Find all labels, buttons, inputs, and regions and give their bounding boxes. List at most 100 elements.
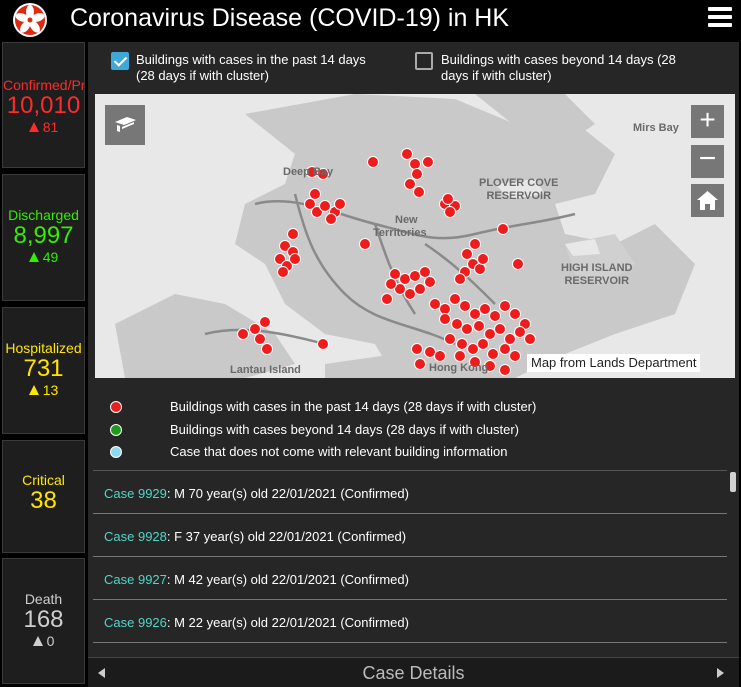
case-marker[interactable]: [304, 198, 316, 210]
case-marker[interactable]: [254, 333, 266, 345]
case-marker[interactable]: [274, 253, 286, 265]
home-button[interactable]: [691, 184, 724, 217]
case-marker[interactable]: [411, 343, 423, 355]
case-marker[interactable]: [404, 178, 416, 190]
case-marker[interactable]: [399, 273, 411, 285]
case-link[interactable]: Case 9926: [104, 615, 167, 630]
case-marker[interactable]: [499, 300, 511, 312]
case-marker[interactable]: [484, 328, 496, 340]
case-marker[interactable]: [419, 266, 431, 278]
case-marker[interactable]: [334, 198, 346, 210]
case-marker[interactable]: [289, 253, 301, 265]
case-marker[interactable]: [259, 316, 271, 328]
older-buildings-checkbox[interactable]: [415, 52, 433, 70]
discharged-tile[interactable]: Discharged 8,997 49: [2, 174, 85, 301]
case-marker[interactable]: [459, 300, 471, 312]
case-marker[interactable]: [424, 276, 436, 288]
case-marker[interactable]: [474, 263, 486, 275]
case-link[interactable]: Case 9927: [104, 572, 167, 587]
case-marker[interactable]: [394, 283, 406, 295]
case-marker[interactable]: [469, 308, 481, 320]
case-marker[interactable]: [487, 348, 499, 360]
case-map[interactable]: Deep Bay New Territories Mirs Bay PLOVER…: [95, 94, 735, 378]
case-marker[interactable]: [277, 266, 289, 278]
case-marker[interactable]: [409, 158, 421, 170]
case-marker[interactable]: [499, 364, 511, 376]
case-row[interactable]: Case 9928: F 37 year(s) old 22/01/2021 (…: [93, 514, 727, 557]
case-marker[interactable]: [473, 320, 485, 332]
case-marker[interactable]: [325, 213, 337, 225]
case-details-bar[interactable]: Case Details: [88, 657, 739, 687]
case-markers[interactable]: [237, 148, 536, 376]
zoom-out-button[interactable]: −: [691, 144, 724, 178]
case-marker[interactable]: [497, 223, 509, 235]
hamburger-menu-icon[interactable]: [708, 7, 732, 27]
case-marker[interactable]: [461, 248, 473, 260]
case-marker[interactable]: [434, 350, 446, 362]
case-marker[interactable]: [449, 293, 461, 305]
case-marker[interactable]: [439, 313, 451, 325]
case-marker[interactable]: [461, 323, 473, 335]
case-marker[interactable]: [489, 310, 501, 322]
case-marker[interactable]: [509, 350, 521, 362]
case-marker[interactable]: [385, 278, 397, 290]
scroll-thumb[interactable]: [730, 472, 736, 492]
critical-tile[interactable]: Critical 38: [2, 440, 85, 553]
case-list-scrollbar[interactable]: [730, 472, 736, 658]
case-row[interactable]: Case 9926: M 22 year(s) old 22/01/2021 (…: [93, 600, 727, 643]
case-marker[interactable]: [429, 298, 441, 310]
case-row[interactable]: Case 9927: M 42 year(s) old 22/01/2021 (…: [93, 557, 727, 600]
case-marker[interactable]: [389, 268, 401, 280]
case-marker[interactable]: [309, 188, 321, 200]
case-marker[interactable]: [454, 350, 466, 362]
case-marker[interactable]: [237, 328, 249, 340]
case-marker[interactable]: [514, 326, 526, 338]
case-marker[interactable]: [477, 253, 489, 265]
case-marker[interactable]: [479, 303, 491, 315]
case-marker[interactable]: [469, 238, 481, 250]
case-marker[interactable]: [477, 338, 489, 350]
case-marker[interactable]: [512, 258, 524, 270]
case-row[interactable]: Case 9929: M 70 year(s) old 22/01/2021 (…: [93, 471, 727, 514]
case-marker[interactable]: [442, 193, 454, 205]
case-marker[interactable]: [411, 168, 423, 180]
case-link[interactable]: Case 9929: [104, 486, 167, 501]
case-marker[interactable]: [467, 343, 479, 355]
case-marker[interactable]: [249, 323, 261, 335]
confirmed-tile[interactable]: Confirmed/Prob 10,010 81: [2, 42, 85, 168]
case-marker[interactable]: [287, 228, 299, 240]
case-marker[interactable]: [404, 288, 416, 300]
case-marker[interactable]: [317, 168, 329, 180]
case-marker[interactable]: [381, 293, 393, 305]
hospitalized-tile[interactable]: Hospitalized 731 13: [2, 307, 85, 434]
case-marker[interactable]: [484, 360, 496, 372]
case-marker[interactable]: [422, 156, 434, 168]
case-marker[interactable]: [456, 338, 468, 350]
recent-buildings-checkbox[interactable]: [111, 52, 129, 70]
case-marker[interactable]: [413, 186, 425, 198]
case-marker[interactable]: [261, 343, 273, 355]
case-marker[interactable]: [499, 343, 511, 355]
previous-arrow-icon[interactable]: [98, 668, 105, 678]
case-marker[interactable]: [469, 356, 481, 368]
recent-buildings-label[interactable]: Buildings with cases in the past 14 days…: [136, 52, 366, 83]
case-marker[interactable]: [409, 270, 421, 282]
case-marker[interactable]: [279, 240, 291, 252]
case-marker[interactable]: [444, 333, 456, 345]
basemap-toggle-button[interactable]: [105, 105, 145, 145]
case-marker[interactable]: [414, 283, 426, 295]
case-marker[interactable]: [439, 303, 451, 315]
case-marker[interactable]: [319, 200, 331, 212]
case-marker[interactable]: [454, 273, 466, 285]
case-marker[interactable]: [509, 308, 521, 320]
case-marker[interactable]: [317, 338, 329, 350]
case-marker[interactable]: [524, 333, 536, 345]
case-marker[interactable]: [311, 206, 323, 218]
case-marker[interactable]: [424, 346, 436, 358]
case-marker[interactable]: [401, 148, 413, 160]
case-marker[interactable]: [451, 318, 463, 330]
death-tile[interactable]: Death 168 0: [2, 558, 85, 684]
zoom-in-button[interactable]: +: [691, 105, 724, 138]
case-marker[interactable]: [359, 238, 371, 250]
older-buildings-label[interactable]: Buildings with cases beyond 14 days (28 …: [441, 52, 676, 83]
